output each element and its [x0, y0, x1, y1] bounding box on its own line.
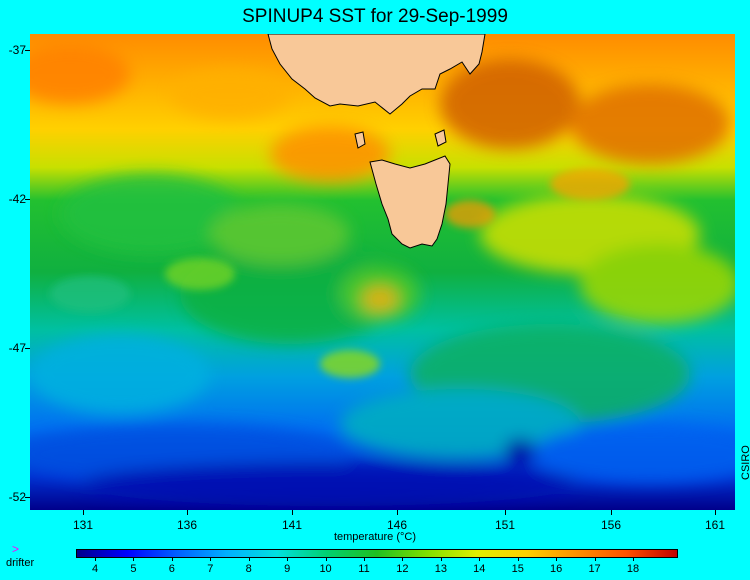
y-tick-mark	[25, 50, 30, 51]
colorbar-tick-label: 4	[91, 563, 99, 575]
colorbar-label: temperature (°C)	[333, 531, 417, 543]
colorbar-tick-label: 11	[358, 563, 370, 575]
colorbar-tick	[287, 557, 289, 561]
colorbar-tick-label: 13	[434, 563, 447, 575]
y-tick-mark	[25, 497, 30, 498]
colorbar-tick	[325, 557, 327, 561]
colorbar-tick-label: 15	[511, 563, 524, 575]
colorbar-tick-label: 14	[473, 563, 486, 575]
y-tick-mark	[25, 348, 30, 349]
x-tick-label: 136	[176, 518, 198, 532]
x-tick-label: 156	[600, 518, 622, 532]
tasmania-landmass	[369, 155, 451, 249]
x-tick-label: 161	[704, 518, 726, 532]
x-tick-mark	[505, 510, 506, 515]
king-island	[354, 131, 366, 149]
drifter-legend-label: drifter	[6, 557, 35, 569]
y-tick-label: -42	[8, 192, 26, 206]
colorbar-tick	[440, 557, 442, 561]
x-tick-label: 146	[386, 518, 408, 532]
colorbar-tick	[210, 557, 212, 561]
x-tick-mark	[187, 510, 188, 515]
colorbar-tick	[364, 557, 365, 561]
x-tick-mark	[715, 510, 716, 515]
colorbar-tick-label: 9	[284, 563, 291, 575]
x-tick-mark	[83, 510, 84, 515]
drifter-marker-icon: >	[12, 542, 20, 556]
colorbar-tick	[171, 557, 173, 561]
x-tick-mark	[611, 510, 612, 515]
colorbar-tick-label: 18	[626, 563, 640, 575]
x-tick-label: 141	[281, 518, 303, 532]
colorbar-tick	[402, 557, 404, 561]
colorbar	[76, 549, 678, 558]
y-tick-label: -47	[8, 341, 26, 355]
flinders-island	[434, 129, 447, 147]
colorbar-tick	[633, 557, 634, 561]
colorbar-tick-label: 12	[396, 563, 409, 575]
x-tick-mark	[292, 510, 293, 515]
colorbar-tick-label: 17	[588, 563, 601, 575]
colorbar-tick	[95, 557, 96, 561]
australia-landmass	[267, 34, 486, 115]
x-tick-label: 131	[72, 518, 94, 532]
map-title: SPINUP4 SST for 29-Sep-1999	[242, 6, 508, 27]
colorbar-tick-label: 16	[550, 563, 563, 575]
colorbar-tick	[479, 557, 481, 561]
colorbar-tick-label: 8	[245, 563, 252, 575]
y-tick-mark	[25, 199, 30, 200]
y-tick-label: -37	[8, 43, 26, 57]
x-tick-label: 151	[494, 518, 516, 532]
colorbar-tick	[517, 557, 519, 561]
colorbar-tick	[594, 557, 596, 561]
colorbar-tick	[556, 557, 558, 561]
colorbar-tick-label: 5	[130, 563, 137, 575]
credit-label: CSIRO	[740, 445, 750, 480]
colorbar-tick	[248, 557, 250, 561]
colorbar-tick	[133, 557, 135, 561]
colorbar-tick-label: 6	[168, 563, 175, 575]
x-tick-mark	[397, 510, 398, 515]
sst-field	[30, 34, 735, 510]
colorbar-tick-label: 10	[319, 563, 332, 575]
colorbar-tick-label: 7	[207, 563, 214, 575]
y-tick-label: -52	[8, 490, 26, 504]
sst-map[interactable]	[30, 34, 735, 510]
